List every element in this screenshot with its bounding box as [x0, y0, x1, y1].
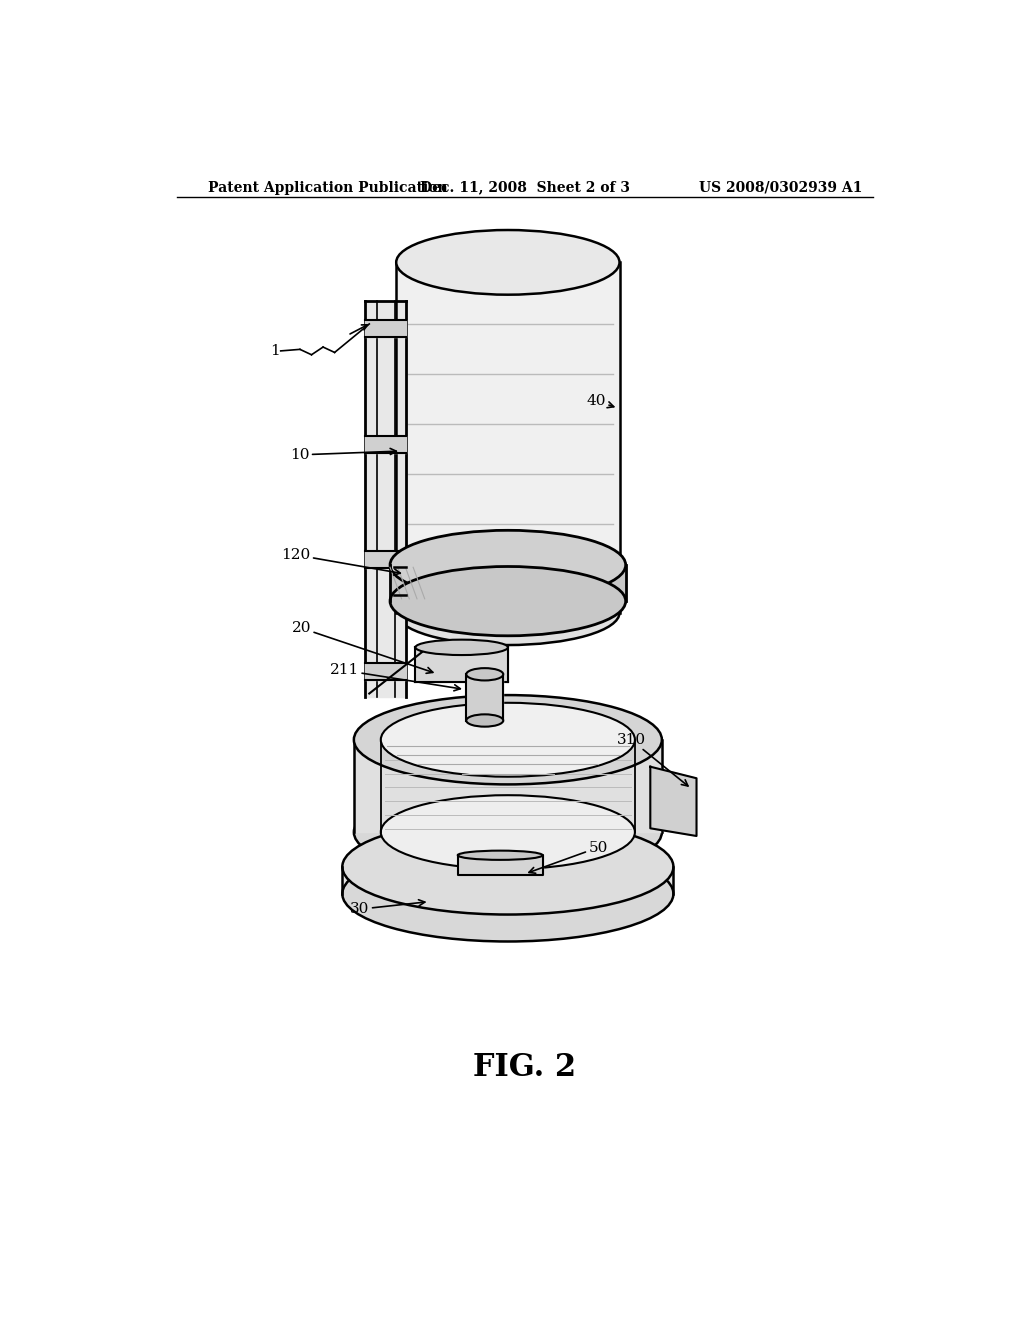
Polygon shape: [458, 855, 543, 875]
Ellipse shape: [466, 714, 503, 726]
Text: 40: 40: [587, 393, 613, 408]
Ellipse shape: [396, 230, 620, 294]
Polygon shape: [366, 321, 407, 337]
Polygon shape: [366, 552, 407, 568]
Text: 10: 10: [290, 447, 396, 462]
Polygon shape: [650, 767, 696, 836]
Text: 120: 120: [282, 548, 400, 576]
Polygon shape: [396, 263, 620, 612]
Ellipse shape: [466, 668, 503, 681]
Text: 20: 20: [292, 622, 433, 673]
Ellipse shape: [396, 581, 620, 645]
Text: 310: 310: [616, 733, 688, 785]
Text: FIG. 2: FIG. 2: [473, 1052, 577, 1082]
Ellipse shape: [416, 640, 508, 655]
Ellipse shape: [354, 696, 662, 784]
Text: 211: 211: [330, 664, 461, 690]
Text: Dec. 11, 2008  Sheet 2 of 3: Dec. 11, 2008 Sheet 2 of 3: [420, 181, 630, 194]
Text: Patent Application Publication: Patent Application Publication: [208, 181, 447, 194]
Text: 1: 1: [270, 345, 281, 358]
Polygon shape: [354, 739, 662, 832]
Ellipse shape: [390, 531, 626, 599]
Polygon shape: [342, 867, 674, 894]
Ellipse shape: [381, 795, 635, 869]
Polygon shape: [390, 565, 626, 601]
Polygon shape: [366, 663, 407, 680]
Polygon shape: [466, 675, 503, 721]
Ellipse shape: [342, 818, 674, 915]
Text: US 2008/0302939 A1: US 2008/0302939 A1: [698, 181, 862, 194]
Text: 30: 30: [350, 900, 425, 916]
Ellipse shape: [390, 566, 626, 636]
Polygon shape: [416, 647, 508, 682]
Ellipse shape: [354, 788, 662, 876]
Text: 50: 50: [529, 841, 607, 874]
Polygon shape: [366, 301, 407, 697]
Polygon shape: [366, 436, 407, 453]
Ellipse shape: [381, 702, 635, 776]
Ellipse shape: [458, 850, 543, 859]
Ellipse shape: [342, 846, 674, 941]
